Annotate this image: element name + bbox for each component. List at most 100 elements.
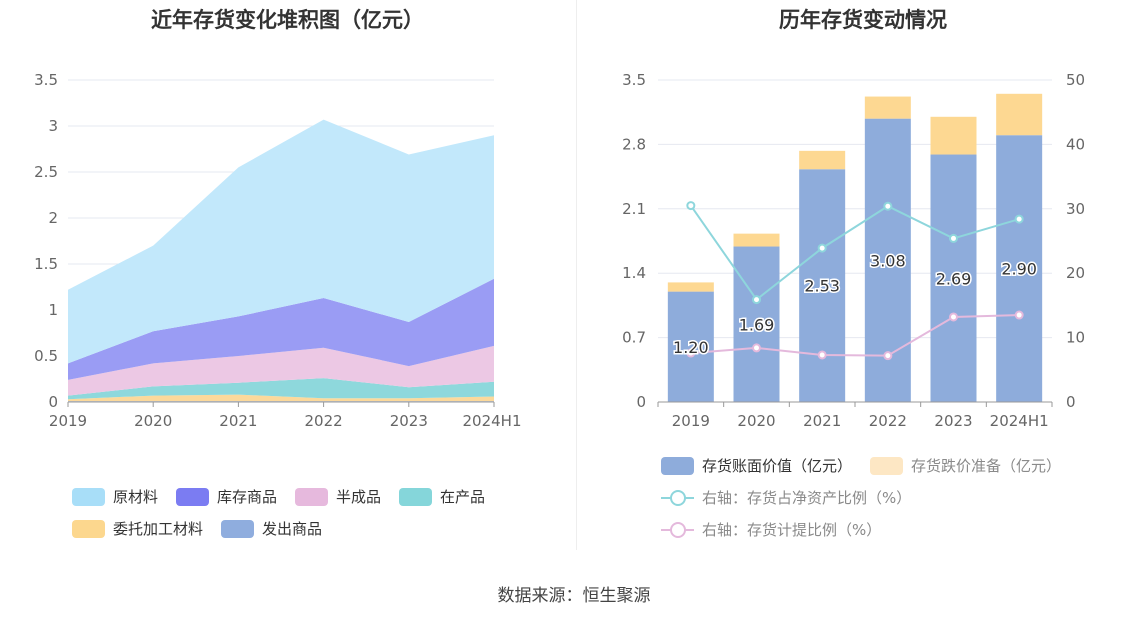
line-point: [883, 351, 893, 361]
legend-label: 右轴：存货计提比例（%）: [702, 521, 882, 539]
area-3: [68, 378, 494, 400]
y-left-tick-label: 3.5: [622, 71, 646, 89]
panel-divider: [576, 0, 577, 550]
y-tick-label: 0.5: [34, 347, 58, 365]
area-2: [68, 394, 494, 402]
legend-item[interactable]: 右轴：存货计提比例（%）: [661, 519, 881, 540]
bar-book-value: [733, 246, 780, 402]
x-tick-label: 2020: [737, 412, 775, 430]
y-left-tick-label: 0: [636, 393, 646, 411]
bar-data-label: 2.53: [804, 277, 840, 296]
legend-item[interactable]: 发出商品: [221, 518, 322, 539]
legend-label: 库存商品: [217, 488, 278, 506]
y-tick-label: 1: [48, 301, 58, 319]
line-point: [1014, 214, 1024, 224]
right-legend-row-3: 右轴：存货计提比例（%）: [661, 519, 899, 540]
y-tick-label: 2.5: [34, 163, 58, 181]
legend-label: 右轴：存货占净资产比例（%）: [702, 489, 912, 507]
legend-label: 在产品: [440, 488, 486, 506]
stacked-area-chart: 0 0.5 1 1.5 2 2.5 3 3.5 2019 2020 2021 2022 2023 2024…: [34, 71, 522, 430]
line-point: [949, 233, 958, 243]
legend-item[interactable]: 委托加工材料: [72, 518, 203, 539]
legend-item[interactable]: 存货跌价准备（亿元）: [870, 455, 1061, 476]
bar-data-label: 2.90: [1001, 260, 1037, 279]
y-tick-label: 3.5: [34, 71, 58, 89]
line-point: [752, 295, 761, 305]
legend-item[interactable]: 右轴：存货占净资产比例（%）: [661, 487, 911, 508]
left-chart-panel: 近年存货变化堆积图（亿元） 0 0.5 1 1.5 2 2.5 3 3.5 2019 2020 20…: [0, 0, 575, 550]
y-left-tick-label: 2.1: [622, 200, 646, 218]
line-point: [817, 350, 827, 360]
x-tick-label: 2022: [869, 412, 907, 430]
legend-swatch: [221, 519, 255, 538]
legend-swatch: [72, 519, 105, 538]
bar-book-value: [996, 135, 1043, 402]
y-tick-label: 2: [48, 209, 58, 227]
bar-impairment: [667, 282, 714, 292]
line-point: [686, 201, 696, 211]
legend-label: 发出商品: [262, 520, 323, 538]
right-chart-panel: 历年存货变动情况 0 0.7 1.4 2.1 2.8 3.5 0 10 20 30 40 50 2019…: [578, 0, 1148, 550]
y-tick-label: 3: [48, 117, 58, 135]
y-left-tick-label: 1.4: [622, 264, 646, 282]
legend-swatch: [661, 456, 694, 475]
x-tick-label: 2019: [49, 412, 87, 430]
legend-item[interactable]: 存货账面价值（亿元）: [661, 455, 852, 476]
line-point: [883, 201, 893, 211]
x-tick-label: 2022: [305, 412, 343, 430]
bar-impairment: [733, 233, 780, 247]
right-legend-row-2: 右轴：存货占净资产比例（%）: [661, 487, 929, 508]
legend-swatch: [870, 456, 904, 475]
x-tick-label: 2019: [672, 412, 710, 430]
right-chart-title: 历年存货变动情况: [779, 8, 947, 32]
y-right-tick-label: 10: [1066, 329, 1085, 347]
legend-swatch: [176, 487, 210, 506]
data-source-note: 数据来源：恒生聚源: [497, 586, 651, 606]
legend-swatch: [661, 521, 694, 539]
bar-book-value: [930, 154, 977, 402]
x-tick-label: 2021: [219, 412, 257, 430]
bar-impairment: [930, 116, 977, 155]
bar-data-label: 1.69: [739, 315, 775, 334]
bar-book-value: [667, 291, 714, 402]
y-tick-label: 1.5: [34, 255, 58, 273]
legend-item[interactable]: 库存商品: [176, 486, 277, 507]
bar-data-label: 1.20: [673, 338, 709, 357]
legend-item[interactable]: 半成品: [295, 486, 381, 507]
x-tick-label: 2023: [934, 412, 972, 430]
legend-label: 委托加工材料: [113, 520, 204, 538]
y-right-tick-label: 30: [1066, 200, 1085, 218]
line-net-asset-ratio: [689, 205, 1020, 302]
x-tick-label: 2024H1: [463, 412, 522, 430]
legend-item[interactable]: 在产品: [399, 486, 485, 507]
legend-swatch: [295, 487, 329, 506]
x-tick-label: 2021: [803, 412, 841, 430]
bar-line-combo-chart: 0 0.7 1.4 2.1 2.8 3.5 0 10 20 30 40 50 2019 2020 2021 2…: [622, 71, 1085, 430]
y-right-tick-label: 40: [1066, 135, 1085, 153]
y-left-tick-label: 0.7: [622, 329, 646, 347]
bar-data-label: 2.69: [936, 269, 972, 288]
legend-swatch: [661, 489, 694, 507]
y-left-tick-label: 2.8: [622, 135, 646, 153]
x-tick-label: 2020: [134, 412, 172, 430]
line-provision-ratio: [690, 314, 1020, 357]
legend-item[interactable]: 原材料: [72, 486, 158, 507]
y-right-tick-label: 20: [1066, 264, 1085, 282]
left-chart-title: 近年存货变化堆积图（亿元）: [151, 8, 424, 32]
area-5: [68, 278, 494, 380]
area-6: [68, 119, 494, 364]
y-right-tick-label: 50: [1066, 71, 1085, 89]
line-point: [752, 343, 761, 353]
line-point: [686, 348, 696, 358]
y-right-tick-label: 0: [1066, 393, 1076, 411]
left-legend-row-1: 原材料 库存商品 半成品 在产品: [72, 486, 503, 507]
bar-data-label: 3.08: [870, 251, 906, 270]
left-legend-row-2: 委托加工材料 发出商品: [72, 518, 340, 539]
bar-book-value: [799, 169, 846, 402]
legend-label: 半成品: [336, 488, 382, 506]
legend-swatch: [399, 487, 433, 506]
bar-impairment: [799, 150, 846, 170]
area-4: [68, 345, 494, 396]
line-point: [817, 243, 827, 253]
legend-label: 存货账面价值（亿元）: [702, 457, 853, 475]
